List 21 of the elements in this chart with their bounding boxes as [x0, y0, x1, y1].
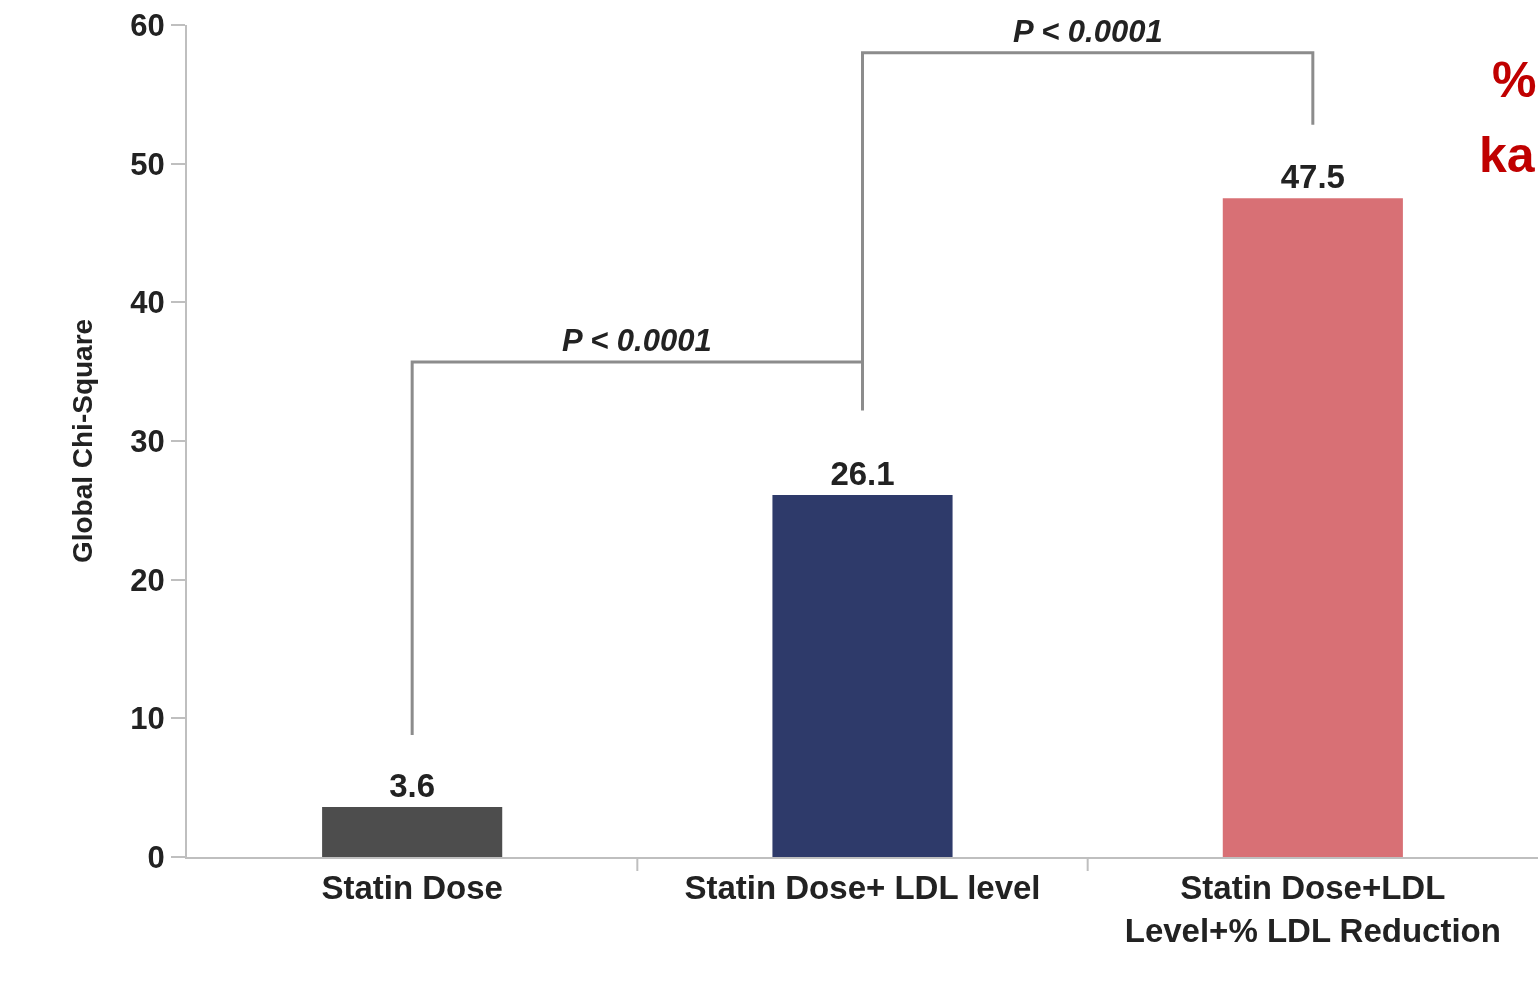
- y-tick-label: 30: [130, 423, 165, 459]
- bar: [772, 495, 953, 857]
- data-label: 47.5: [1280, 158, 1345, 196]
- bar: [1222, 198, 1403, 857]
- annotation: %: [1492, 52, 1537, 108]
- x-tick-label: Statin Dose: [321, 868, 503, 906]
- y-tick-label: 20: [130, 562, 165, 598]
- x-tick-label: Statin Dose+ LDL level: [684, 868, 1041, 906]
- y-tick-label: 0: [147, 839, 165, 875]
- y-tick-label: 40: [130, 285, 165, 321]
- bar: [322, 807, 503, 857]
- data-label: 26.1: [830, 455, 895, 493]
- annotation: P < 0.0001: [562, 323, 712, 358]
- annotation: ka: [1479, 127, 1536, 183]
- y-tick-label: 60: [130, 7, 165, 43]
- y-tick-label: 10: [130, 701, 165, 737]
- x-tick-label: Statin Dose+LDL Level+% LDL Reduction: [1124, 868, 1501, 949]
- y-axis-title: Global Chi-Square: [66, 318, 98, 564]
- annotation: P < 0.0001: [1013, 14, 1163, 49]
- y-tick-label: 50: [130, 146, 165, 182]
- data-label: 3.6: [389, 767, 436, 805]
